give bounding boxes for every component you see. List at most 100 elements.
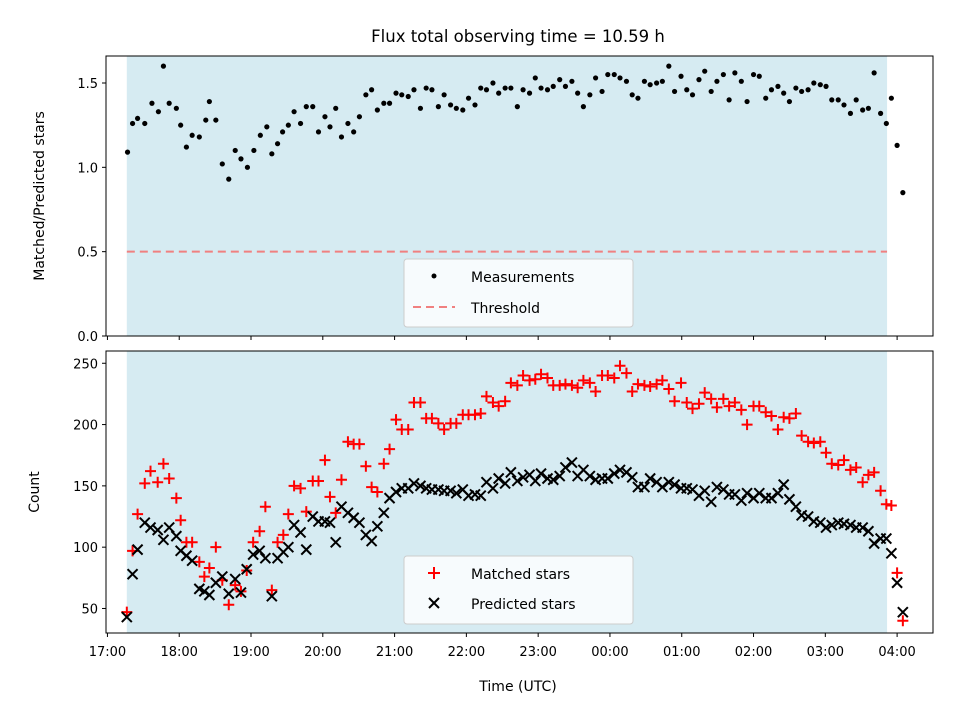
matched-star-point	[820, 447, 832, 459]
matched-star-point	[152, 476, 164, 488]
measurement-point	[465, 95, 472, 101]
predicted-star-point	[790, 501, 802, 513]
measurement-point	[134, 115, 141, 122]
measurement-point	[775, 83, 781, 89]
predicted-legend-label: Predicted stars	[471, 597, 576, 613]
measurement-point	[196, 134, 202, 140]
x-tick-label: 17:00	[89, 645, 126, 660]
matched-star-point	[335, 474, 347, 486]
matched-star-point	[295, 482, 307, 494]
predicted-star-point	[880, 532, 893, 545]
matched-star-point	[524, 374, 536, 386]
matched-star-point	[390, 414, 402, 426]
predicted-star-point	[353, 516, 366, 529]
measurement-point	[544, 87, 551, 93]
matched-star-point	[554, 379, 566, 391]
y-tick-label: 0.5	[77, 246, 98, 261]
matched-star-point	[426, 412, 438, 424]
measurement-point	[853, 97, 859, 103]
measurement-point	[726, 97, 732, 103]
matched-star-point	[783, 412, 795, 424]
measurement-point	[345, 120, 351, 127]
matched-star-point	[699, 387, 711, 399]
measurement-point	[183, 144, 190, 150]
measurement-point	[629, 92, 635, 98]
predicted-star-point	[216, 570, 229, 583]
measurement-point	[411, 87, 417, 93]
x-tick-label: 02:00	[735, 645, 772, 660]
predicted-star-point	[229, 573, 241, 585]
matched-star-point	[277, 529, 289, 541]
bottom-x-ticks: 17:00 18:00 19:00 20:00 21:00 22:00 23:00 00:00…	[89, 633, 916, 660]
y-tick-label: 1.5	[77, 77, 98, 92]
matched-star-point	[687, 403, 699, 415]
matched-star-point	[723, 400, 735, 412]
measurement-point	[647, 82, 653, 88]
matched-star-point	[487, 396, 499, 408]
predicted-star-point	[371, 520, 384, 533]
predicted-star-point	[553, 470, 566, 482]
predicted-star-point	[414, 480, 427, 492]
matched-star-point	[760, 406, 772, 418]
predicted-star-point	[259, 552, 272, 564]
matched-star-point	[210, 541, 222, 553]
measurement-point	[279, 129, 286, 135]
measurements-legend-marker	[431, 273, 437, 279]
measurement-point	[213, 117, 219, 123]
predicted-star-point	[868, 537, 880, 550]
predicted-star-point	[820, 521, 832, 534]
measurement-point	[696, 77, 702, 83]
measurement-point	[310, 104, 316, 110]
measurement-point	[514, 104, 520, 110]
matched-star-point	[203, 562, 215, 574]
measurement-point	[160, 63, 167, 69]
measurement-point	[315, 129, 322, 135]
predicted-star-point	[505, 466, 517, 479]
matched-star-point	[608, 372, 620, 384]
matched-star-point	[282, 508, 294, 520]
predicted-star-point	[735, 494, 748, 507]
measurement-point	[124, 149, 131, 155]
predicted-star-point	[330, 536, 342, 548]
measurement-point	[732, 70, 738, 76]
bottom-y-axis-label: Count	[27, 471, 43, 513]
matched-star-point	[139, 477, 151, 489]
matched-star-point	[371, 486, 383, 498]
matched-star-point	[505, 377, 517, 389]
matched-star-point	[832, 459, 844, 471]
matched-star-point	[778, 411, 790, 423]
matched-star-point	[438, 423, 450, 435]
measurement-point	[472, 102, 478, 108]
predicted-star-point	[777, 478, 790, 491]
matched-star-point	[669, 395, 681, 407]
x-tick-label: 00:00	[591, 645, 628, 660]
predicted-star-point	[602, 472, 614, 485]
matched-star-point	[300, 506, 312, 518]
measurement-point	[617, 75, 623, 81]
predicted-star-point	[772, 487, 784, 499]
matched-star-point	[366, 481, 378, 493]
measurement-point	[659, 78, 665, 84]
measurement-point	[768, 87, 775, 93]
predicted-star-point	[511, 475, 524, 487]
measurement-point	[166, 100, 172, 106]
matched-star-point	[469, 409, 481, 421]
predicted-star-point	[711, 481, 723, 493]
matched-star-point	[566, 379, 578, 391]
matched-star-point	[844, 464, 856, 476]
y-tick-label: 200	[73, 419, 98, 434]
predicted-star-point	[663, 476, 675, 488]
matched-legend-label: Matched stars	[471, 567, 570, 583]
matched-star-point	[414, 396, 426, 408]
predicted-star-point	[705, 496, 717, 508]
predicted-star-point	[856, 521, 869, 534]
top-panel: 0.0 0.5 1.0 1.5 Matched/Predicted stars Mea…	[32, 55, 934, 345]
matched-star-point	[735, 404, 747, 416]
predicted-star-point	[300, 543, 312, 556]
measurement-point	[405, 93, 411, 100]
measurement-point	[835, 97, 841, 103]
predicted-star-point	[547, 474, 559, 486]
matched-star-point	[559, 378, 571, 390]
matched-star-point	[656, 374, 668, 386]
